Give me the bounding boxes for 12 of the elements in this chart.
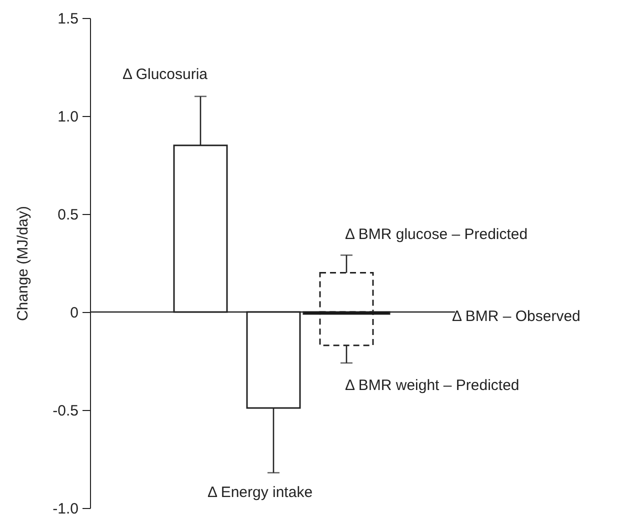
y-tick-label: 0.5 [58, 206, 78, 224]
annotation: Δ BMR glucose – Predicted [345, 226, 528, 243]
y-axis-title: Change (MJ/day) [14, 206, 32, 322]
y-tick-label: -0.5 [52, 402, 78, 420]
annotation: Δ BMR – Observed [452, 308, 580, 325]
annotation: Δ Glucosuria [122, 66, 208, 83]
y-tick-label: 1.5 [58, 10, 78, 28]
y-tick-label: -1.0 [52, 500, 78, 518]
annotation: Δ BMR weight – Predicted [345, 377, 520, 394]
annotation: Δ Energy intake [207, 484, 313, 501]
y-tick-label: 1.0 [58, 108, 78, 126]
y-tick-label: 0 [70, 304, 78, 322]
